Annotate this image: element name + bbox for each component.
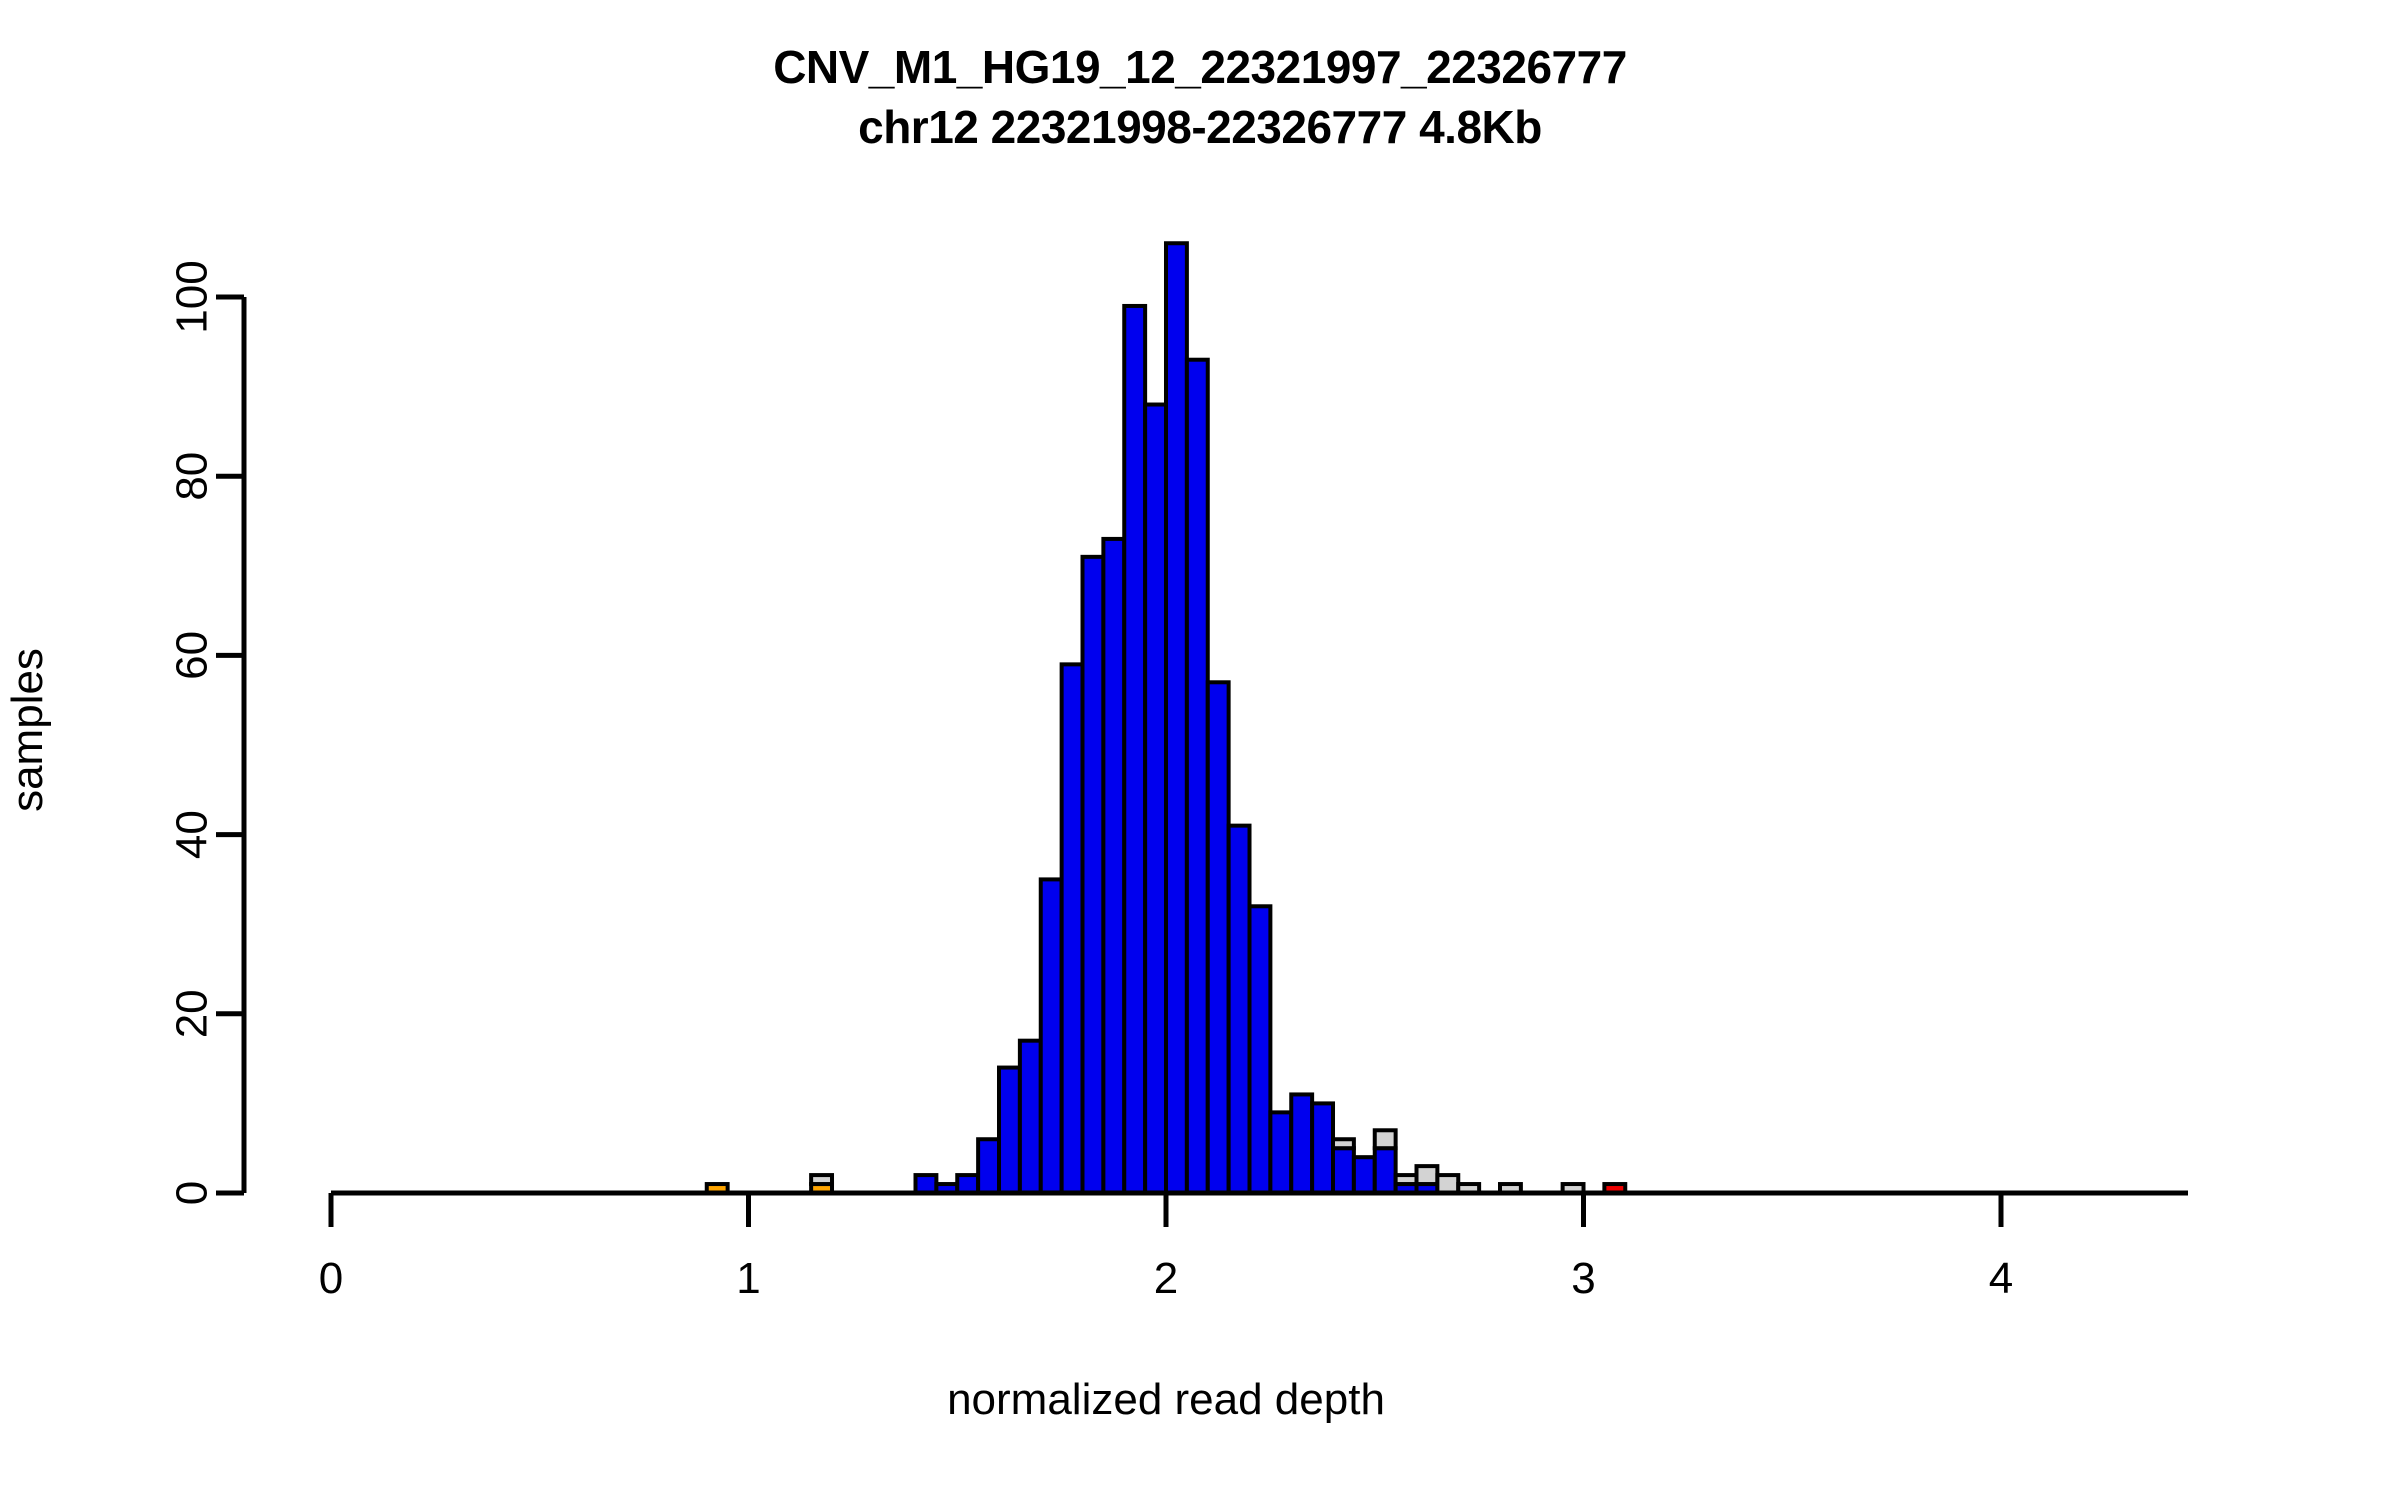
histogram-bar-segment [1017, 1038, 1043, 1196]
histogram-bars [704, 241, 1628, 1196]
histogram-bar-segment [1101, 536, 1127, 1195]
histogram-bar-segment [1247, 904, 1273, 1196]
x-axis-tick-label: 1 [736, 1254, 760, 1303]
histogram-bar-segment [1268, 1110, 1294, 1195]
y-axis-tick-label: 0 [168, 1181, 217, 1205]
x-axis-tick-label: 0 [319, 1254, 343, 1303]
histogram-bar-segment [1435, 1173, 1461, 1195]
histogram-bar-segment [1226, 823, 1252, 1195]
histogram-bar-segment [913, 1173, 939, 1195]
y-axis-tick-label: 60 [168, 631, 217, 680]
x-axis-tick-label: 2 [1154, 1254, 1178, 1303]
y-axis-tick-label: 40 [168, 810, 217, 859]
histogram-bar-segment [1038, 877, 1064, 1196]
x-axis-tick-label: 4 [1989, 1254, 2013, 1303]
y-axis-tick-label: 20 [168, 989, 217, 1038]
y-axis-title: samples [3, 648, 52, 812]
histogram-bar-segment [1080, 554, 1106, 1195]
histogram-bar-segment [1351, 1155, 1377, 1196]
plot-title: CNV_M1_HG19_12_22321997_22326777 chr12 2… [0, 38, 2400, 158]
histogram-bar-segment [1184, 357, 1210, 1196]
histogram-bar-segment [997, 1065, 1022, 1196]
histogram-bar-segment [976, 1137, 1002, 1195]
y-axis-tick-label: 100 [168, 260, 217, 333]
histogram-bar-segment [1143, 402, 1169, 1195]
x-axis-tick-label: 3 [1571, 1254, 1595, 1303]
histogram-bar-segment [1164, 241, 1189, 1196]
plot-title-line-1: CNV_M1_HG19_12_22321997_22326777 [773, 41, 1627, 93]
plot-title-line-2: chr12 22321998-22326777 4.8Kb [858, 100, 1542, 153]
histogram-bar-segment [1393, 1173, 1419, 1187]
y-axis-ticks: 0 20 40 60 80 100 [168, 260, 244, 1205]
histogram-bar-segment [1205, 680, 1231, 1196]
histogram-bar-segment [955, 1173, 981, 1195]
y-axis-tick-label: 80 [168, 452, 217, 501]
x-axis-title: normalized read depth [947, 1375, 1385, 1424]
histogram-bar-segment [1372, 1128, 1398, 1151]
histogram-bar-segment [1289, 1092, 1315, 1195]
histogram-bar-segment [809, 1173, 835, 1187]
x-axis-ticks: 0 1 2 3 4 [319, 1193, 2013, 1303]
histogram-bar-segment [1122, 303, 1148, 1195]
histogram-bar-segment [1372, 1146, 1398, 1195]
histogram-bar-segment [1331, 1146, 1356, 1195]
histogram-bar-segment [1310, 1101, 1336, 1196]
histogram-bar-segment [1059, 662, 1085, 1195]
histogram-bar-segment [1414, 1164, 1440, 1187]
histogram-bar-segment [1331, 1137, 1356, 1151]
axes: 0 20 40 60 80 100 0 1 2 3 4 [168, 260, 2188, 1303]
